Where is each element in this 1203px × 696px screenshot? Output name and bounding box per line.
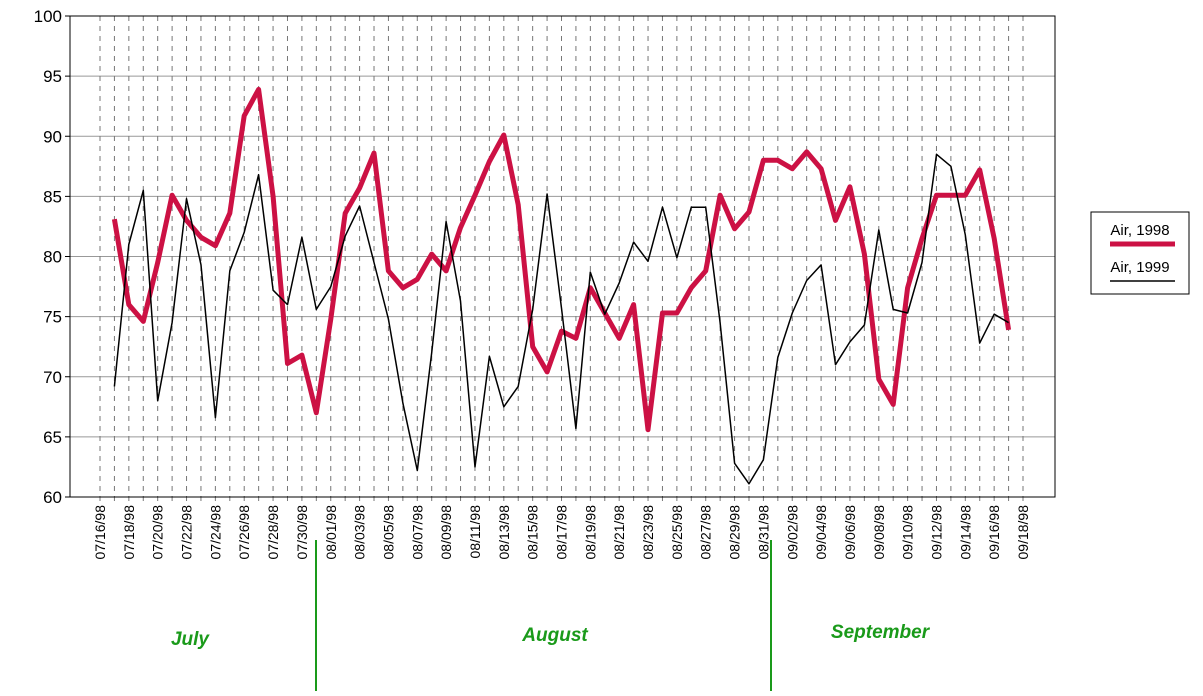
x-tick-label: 08/05/98 xyxy=(380,505,396,560)
x-tick-label: 08/13/98 xyxy=(496,505,512,560)
x-tick-label: 09/10/98 xyxy=(900,505,916,560)
x-tick-label: 09/06/98 xyxy=(842,505,858,560)
x-tick-label: 09/08/98 xyxy=(871,505,887,560)
legend-label: Air, 1998 xyxy=(1110,222,1169,239)
x-tick-label: 08/07/98 xyxy=(409,505,425,560)
x-tick-label: 08/11/98 xyxy=(467,505,483,559)
x-tick-label: 09/12/98 xyxy=(928,505,944,560)
x-tick-label: 09/16/98 xyxy=(986,505,1002,560)
x-tick-label: 08/17/98 xyxy=(554,505,570,560)
x-tick-label: 09/04/98 xyxy=(813,505,829,560)
x-tick-label: 07/22/98 xyxy=(179,505,195,560)
x-tick-label: 07/28/98 xyxy=(265,505,281,560)
y-tick-label: 90 xyxy=(43,127,62,146)
x-tick-label: 08/31/98 xyxy=(755,505,771,560)
x-tick-label: 09/14/98 xyxy=(957,505,973,560)
x-tick-label: 07/24/98 xyxy=(207,505,223,560)
x-tick-label: 08/21/98 xyxy=(611,505,627,560)
y-tick-label: 100 xyxy=(34,7,62,26)
y-tick-label: 75 xyxy=(43,308,62,327)
y-tick-label: 60 xyxy=(43,488,62,507)
month-label: July xyxy=(171,629,210,650)
x-tick-label: 08/25/98 xyxy=(669,505,685,560)
x-tick-label: 07/18/98 xyxy=(121,505,137,560)
x-tick-label: 07/20/98 xyxy=(150,505,166,560)
y-tick-label: 80 xyxy=(43,248,62,267)
x-tick-label: 08/03/98 xyxy=(352,505,368,560)
y-tick-label: 65 xyxy=(43,428,62,447)
x-tick-label: 08/19/98 xyxy=(582,505,598,560)
y-tick-label: 70 xyxy=(43,368,62,387)
y-tick-label: 95 xyxy=(43,67,62,86)
x-tick-label: 07/16/98 xyxy=(92,505,108,560)
x-tick-label: 09/18/98 xyxy=(1015,505,1031,560)
legend-label: Air, 1999 xyxy=(1110,259,1169,276)
plot-border xyxy=(69,15,1056,498)
series-line xyxy=(111,86,1012,433)
month-label: September xyxy=(831,622,931,643)
x-tick-label: 07/30/98 xyxy=(294,505,310,560)
y-tick-label: 85 xyxy=(43,187,62,206)
x-tick-label: 07/26/98 xyxy=(236,505,252,560)
x-tick-label: 08/27/98 xyxy=(698,505,714,560)
x-tick-label: 08/23/98 xyxy=(640,505,656,560)
x-tick-label: 08/09/98 xyxy=(438,505,454,560)
x-tick-label: 08/29/98 xyxy=(727,505,743,560)
x-tick-label: 08/15/98 xyxy=(525,505,541,560)
x-tick-label: 09/02/98 xyxy=(784,505,800,560)
series-line xyxy=(113,153,1009,485)
month-label: August xyxy=(521,625,588,646)
x-tick-label: 08/01/98 xyxy=(323,505,339,560)
